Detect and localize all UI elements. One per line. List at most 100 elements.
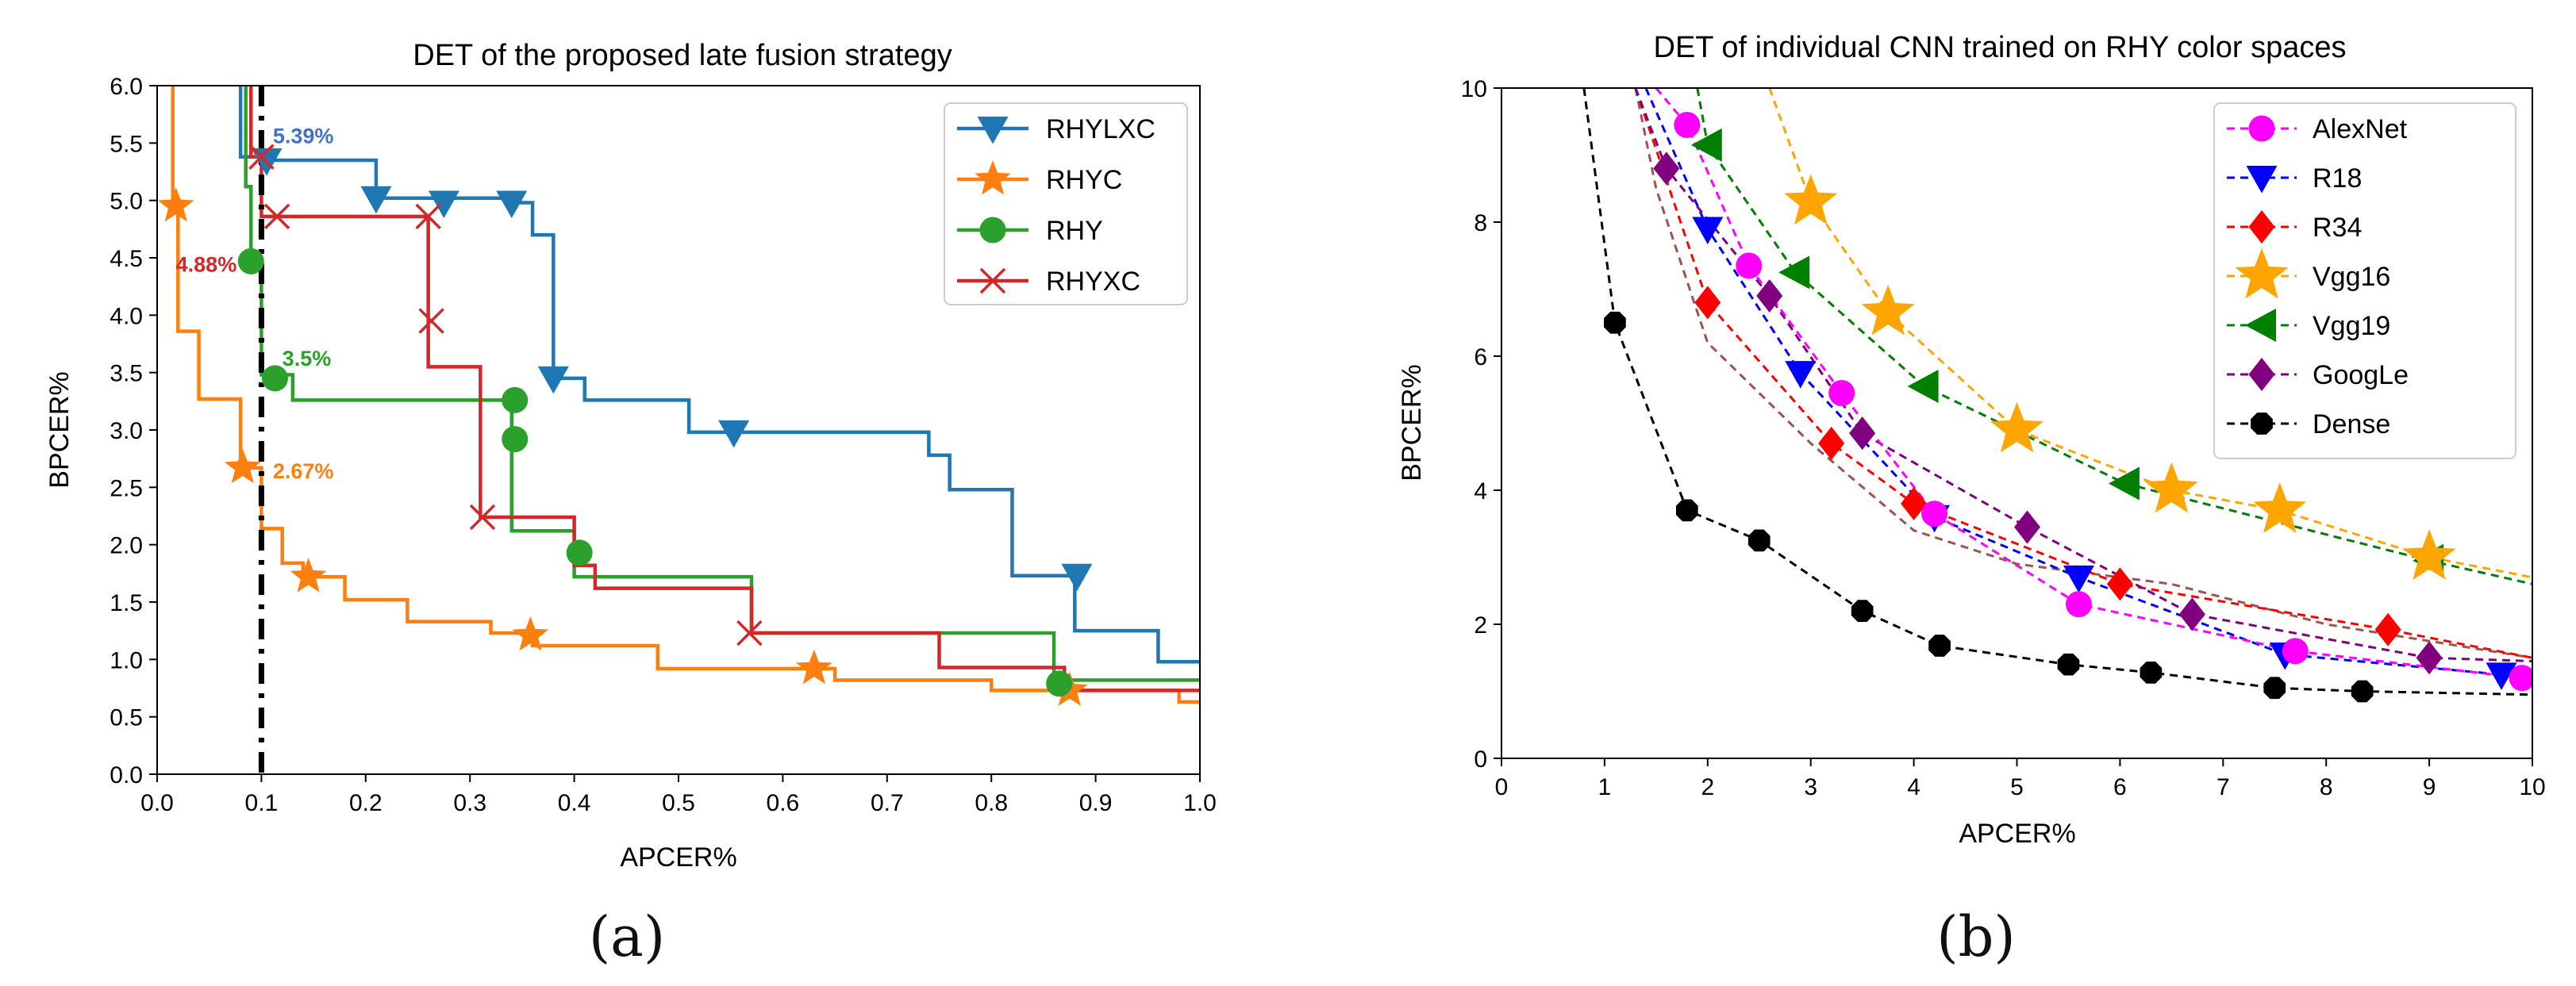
- chart-a-legend-marker: [977, 117, 1009, 144]
- chart-a-annotation: 3.5%: [283, 347, 332, 370]
- chart-a-plot-area: [157, 86, 1200, 774]
- chart-a-point-rhyxc: [736, 620, 763, 646]
- chart-a-point-rhyc: [795, 649, 832, 685]
- chart-b-point-r34: [1901, 486, 1928, 520]
- chart-a-point-rhyc: [290, 558, 327, 593]
- chart-a-xtick-label: 0.3: [453, 790, 486, 816]
- caption-b: (b): [1936, 904, 2015, 969]
- chart-b-axes: 0 1 2 3 4 5 6 7 8 9 10 0 2 4 6 8 10: [1461, 76, 2546, 800]
- chart-a-ytick-label: 6.0: [110, 74, 143, 100]
- chart-b-point-dense: [1747, 529, 1771, 552]
- chart-b-legend-label: Vgg16: [2313, 262, 2390, 292]
- chart-a-annotation: 5.39%: [273, 124, 334, 148]
- chart-b-legend-box: [2213, 102, 2516, 459]
- chart-a-xlabel: APCER%: [620, 842, 736, 873]
- chart-b-frame: [1501, 87, 2533, 759]
- chart-a-ytick-label: 1.0: [110, 647, 143, 673]
- chart-a-legend: RHYLXC RHYC RHY RHYXC: [944, 102, 1188, 305]
- chart-b-ytick-label: 10: [1461, 76, 1487, 102]
- chart-b-point-vgg16: [1861, 284, 1915, 336]
- chart-a-xtick-label: 0.7: [871, 790, 904, 816]
- chart-b-ytick-label: 8: [1474, 210, 1487, 236]
- chart-b-point-vgg19: [1690, 128, 1722, 162]
- chart-b-series-line-google: [1634, 88, 2532, 662]
- chart-b-point-alexnet: [2065, 591, 2092, 618]
- chart-b-legend: AlexNet R18 R34 Vgg16 Vgg19 GoogLe Dense: [2213, 102, 2516, 459]
- chart-b-point-dense: [2140, 661, 2163, 684]
- chart-a-xtick-label: 0.1: [245, 790, 279, 816]
- chart-a-legend-label: RHYXC: [1046, 267, 1140, 297]
- chart-b-point-google: [2178, 597, 2205, 631]
- chart-b-series-line-r18: [1644, 88, 2532, 680]
- chart-a-ytick-label: 2.0: [110, 533, 143, 559]
- chart-a-series-line-rhyxc: [249, 86, 1200, 693]
- chart-b-point-dense: [1675, 499, 1698, 522]
- chart-a-xtick-label: 0.0: [140, 790, 174, 816]
- chart-b-point-dense: [2263, 677, 2286, 700]
- chart-b-point-google: [1849, 416, 1876, 451]
- chart-a-annotation: 4.88%: [176, 252, 237, 276]
- chart-b-ytick-label: 0: [1474, 746, 1487, 773]
- chart-b-xtick-label: 6: [2113, 774, 2127, 800]
- chart-b-legend-label: R18: [2313, 163, 2362, 194]
- chart-a-axes: 0.0 0.1 0.2 0.3 0.4 0.5 0.6 0.7 0.8 0.9 1.0 0.0 0.5 1…: [110, 74, 1217, 816]
- chart-b-xtick-label: 0: [1495, 774, 1509, 800]
- chart-b-xtick-label: 4: [1907, 774, 1920, 800]
- chart-b-series-line-unlabeled: [1634, 88, 2532, 659]
- chart-a-ylabel: BPCER%: [44, 371, 75, 488]
- chart-a-legend-label: RHYC: [1046, 165, 1122, 195]
- chart-b-point-r18: [2486, 662, 2517, 690]
- chart-b-point-vgg16: [1990, 401, 2043, 453]
- chart-b-point-google: [1653, 152, 1680, 186]
- chart-b-legend-marker: [2251, 412, 2273, 435]
- chart-a-xtick-label: 1.0: [1183, 790, 1217, 816]
- chart-a-legend-label: RHY: [1046, 216, 1103, 246]
- chart-a: DET of the proposed late fusion strategy…: [44, 39, 1217, 873]
- chart-a-series-line-rhylxc: [238, 86, 1200, 664]
- chart-a-frame: [156, 85, 1201, 775]
- chart-a-point-rhyxc: [248, 144, 275, 170]
- chart-a-ytick-label: 0.5: [110, 705, 143, 731]
- chart-b-point-vgg16: [1784, 174, 1838, 225]
- chart-b-xtick-label: 7: [2217, 774, 2230, 800]
- chart-b-point-r18: [1692, 217, 1724, 244]
- chart-b-xtick-label: 9: [2423, 774, 2436, 800]
- chart-a-xtick-label: 0.2: [349, 790, 383, 816]
- chart-a-xtick-label: 0.4: [558, 790, 591, 816]
- chart-b-point-dense: [1851, 600, 1874, 622]
- chart-a-point-rhyxc: [415, 203, 441, 230]
- chart-b-point-alexnet: [1674, 111, 1701, 138]
- chart-b-xtick-label: 10: [2519, 774, 2545, 800]
- chart-b-xtick-label: 2: [1701, 774, 1714, 800]
- chart-b-xtick-label: 8: [2320, 774, 2333, 800]
- chart-a-series-line-rhyc: [171, 86, 1200, 704]
- chart-a-point-rhylxc: [496, 190, 528, 219]
- chart-b-point-alexnet: [2282, 638, 2309, 665]
- chart-a-ytick-label: 2.5: [110, 475, 143, 501]
- chart-a-ytick-label: 4.0: [110, 303, 143, 329]
- chart-b-ytick-label: 6: [1474, 344, 1487, 370]
- chart-b-point-vgg19: [1778, 255, 1810, 290]
- chart-b-legend-label: AlexNet: [2313, 114, 2408, 144]
- chart-a-legend-marker: [979, 267, 1006, 294]
- chart-b-point-r18: [1785, 361, 1817, 389]
- chart-a-point-rhy: [566, 539, 593, 566]
- chart-a-point-rhyc: [157, 186, 194, 222]
- chart-a-legend-label: RHYLXC: [1046, 114, 1155, 144]
- chart-a-annotation: 2.67%: [273, 459, 334, 483]
- chart-b-xtick-label: 1: [1598, 774, 1612, 800]
- chart-b-point-r34: [1694, 286, 1721, 320]
- chart-a-xtick-label: 0.8: [975, 790, 1008, 816]
- chart-a-xtick-label: 0.5: [662, 790, 695, 816]
- chart-b-plot-area: [1582, 88, 2532, 703]
- chart-a-point-rhylxc: [718, 420, 750, 448]
- chart-b: DET of individual CNN trained on RHY col…: [1397, 31, 2546, 849]
- chart-b-point-alexnet: [2509, 665, 2532, 692]
- chart-a-legend-marker: [979, 217, 1006, 244]
- chart-a-point-rhylxc: [1061, 563, 1093, 592]
- chart-a-point-rhyxc: [263, 203, 290, 230]
- chart-a-annotations: 5.39% 4.88% 3.5% 2.67%: [176, 124, 334, 482]
- chart-a-xtick-label: 0.9: [1079, 790, 1113, 816]
- chart-a-point-rhy: [1046, 670, 1073, 697]
